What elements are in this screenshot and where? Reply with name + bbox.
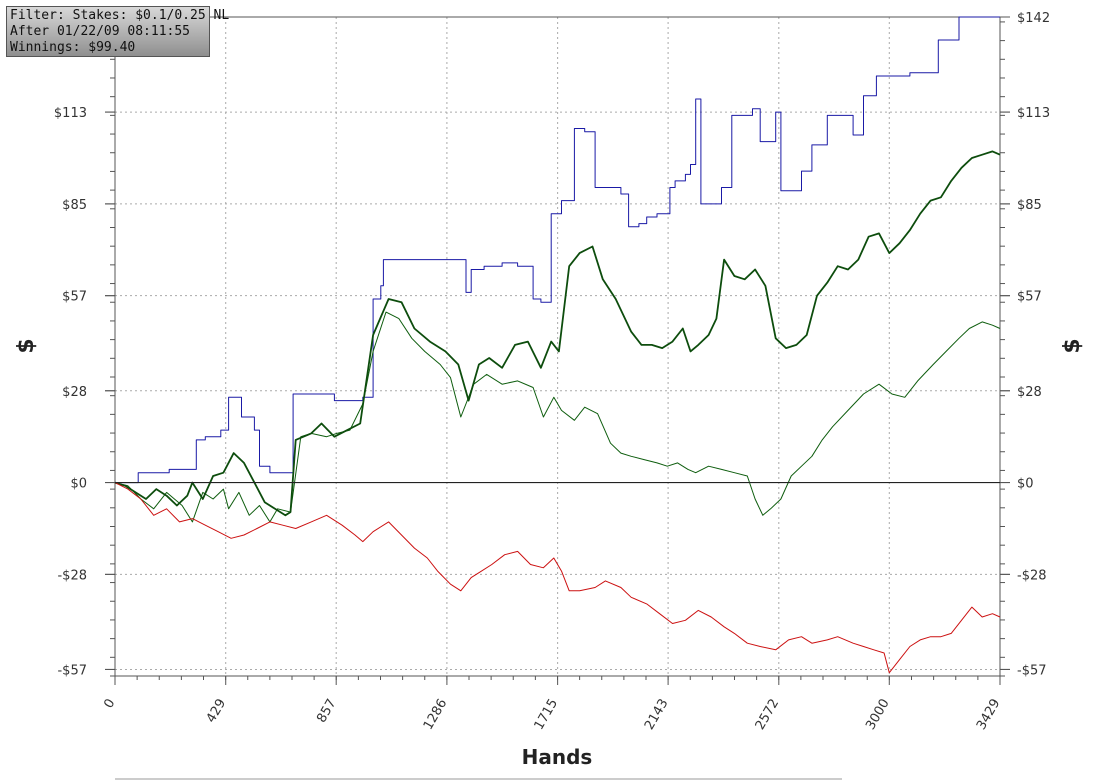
x-tick-label: 857 <box>314 697 339 726</box>
y-tick-label-left: -$28 <box>57 568 87 583</box>
y-axis-title-left: $ <box>14 338 39 353</box>
y-tick-label-left: $85 <box>62 198 87 213</box>
filter-info-box: Filter: Stakes: $0.1/0.25 NL After 01/22… <box>6 6 230 57</box>
axis-ticks <box>105 16 1010 685</box>
x-tick-label: 2143 <box>642 697 672 733</box>
series-line <box>114 150 1001 517</box>
x-tick-label: 3000 <box>863 697 893 733</box>
y-axis-title-right: $ <box>1060 338 1085 353</box>
winnings-text: Winnings: $99.40 <box>10 40 136 55</box>
y-tick-label-right: $113 <box>1017 106 1050 121</box>
x-tick-label: 1715 <box>532 697 562 733</box>
series-lines <box>114 16 1001 674</box>
grid-lines <box>115 17 1000 676</box>
x-tick-label: 2572 <box>753 697 783 733</box>
y-tick-label-left: $113 <box>54 106 87 121</box>
y-tick-label-right: $142 <box>1017 11 1050 26</box>
y-tick-label-right: $28 <box>1017 385 1042 400</box>
y-tick-label-right: -$28 <box>1017 568 1047 583</box>
y-tick-label-left: $28 <box>62 385 87 400</box>
filter-date-text: After 01/22/09 08:11:55 <box>10 24 191 39</box>
y-tick-label-right: $85 <box>1017 198 1042 213</box>
y-tick-label-left: -$57 <box>57 663 87 678</box>
x-tick-label: 429 <box>204 697 229 726</box>
series-line <box>114 311 1001 523</box>
series-line <box>114 482 1001 674</box>
y-tick-label-left: $0 <box>70 477 87 492</box>
y-tick-label-left: $57 <box>62 290 87 305</box>
x-tick-label: 0 <box>101 697 118 712</box>
y-tick-label-right: $0 <box>1017 477 1034 492</box>
y-tick-label-right: -$57 <box>1017 663 1047 678</box>
tick-labels: 0 429 857 1286 1715 2143 2572 3000 3429 -$57 -$28 $… <box>54 11 1050 733</box>
x-tick-label: 1286 <box>421 697 451 733</box>
x-tick-label: 3429 <box>974 697 1004 733</box>
filter-stakes-text: Filter: Stakes: $0.1/0.25 NL <box>10 8 230 23</box>
y-tick-label-right: $57 <box>1017 290 1042 305</box>
x-axis-title: Hands <box>522 745 593 769</box>
series-line <box>115 16 1000 484</box>
